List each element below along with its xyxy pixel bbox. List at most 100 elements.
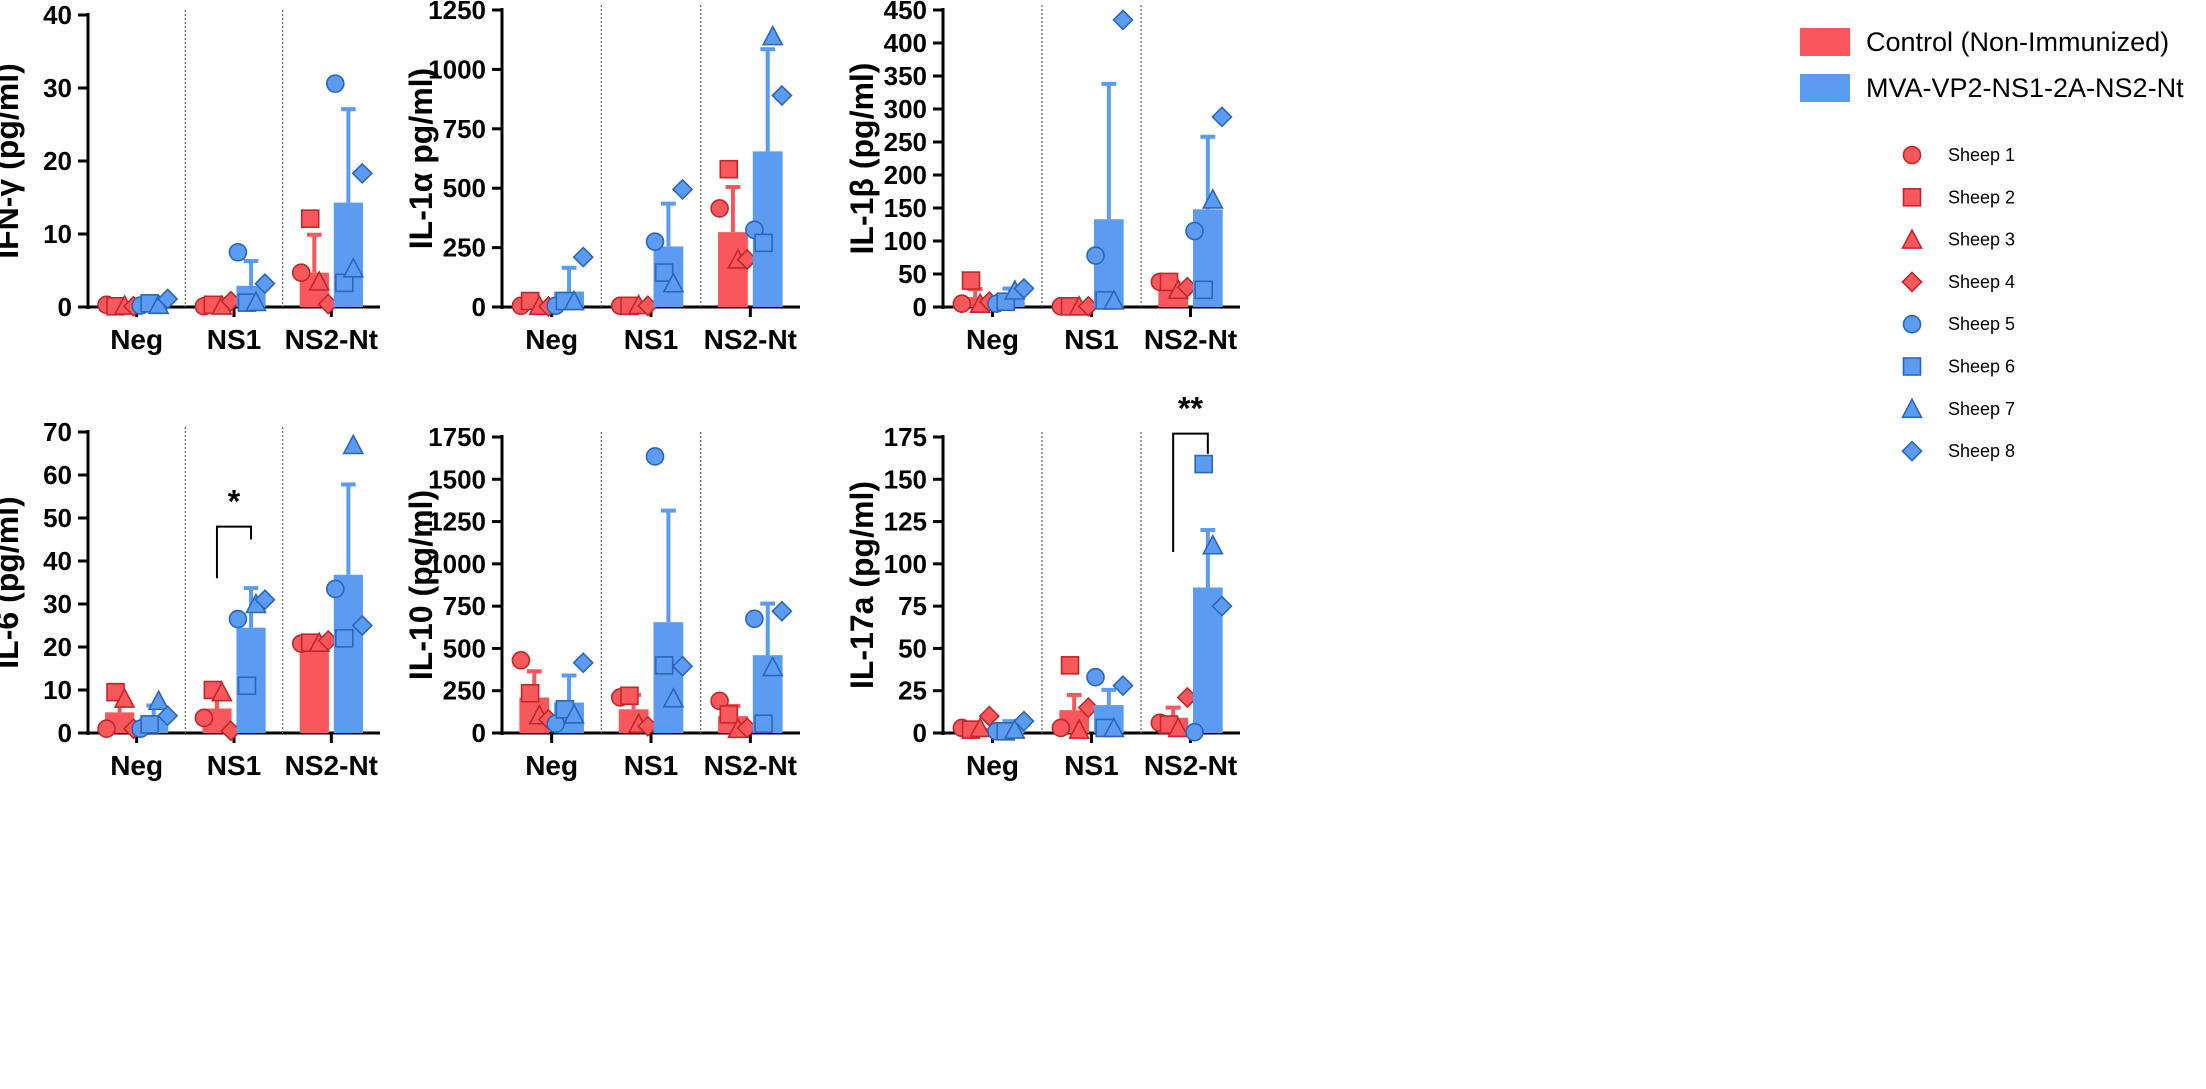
data-point-sheep-2: [300, 209, 320, 228]
y-tick-label: 500: [443, 173, 486, 203]
legend-group-label: MVA-VP2-NS1-2A-NS2-Nt: [1866, 73, 2184, 103]
data-point-sheep-8: [671, 655, 694, 677]
data-point-sheep-7: [563, 289, 585, 311]
data-point-sheep-5: [1086, 246, 1105, 265]
y-tick-label: 20: [43, 146, 72, 176]
x-tick-label: NS2-Nt: [704, 750, 797, 781]
data-point-sheep-6: [1194, 280, 1213, 300]
bar: [653, 622, 684, 733]
x-tick-label: NS1: [624, 324, 678, 355]
y-tick-label: 0: [58, 292, 72, 322]
data-point-sheep-8: [1112, 9, 1134, 31]
y-tick-label: 750: [443, 591, 486, 621]
y-tick-label: 10: [43, 219, 72, 249]
data-point-sheep-7: [1102, 289, 1125, 310]
data-point-sheep-3: [308, 270, 331, 291]
data-point-sheep-5: [745, 609, 764, 629]
data-point-sheep-5: [325, 74, 345, 93]
y-tick-label: 0: [913, 718, 927, 748]
y-tick-label: 450: [884, 0, 927, 25]
data-point-sheep-8: [351, 162, 373, 185]
legend-marker-sheep-7: [1901, 397, 1923, 419]
data-point-sheep-3: [1167, 716, 1189, 738]
data-point-sheep-5: [645, 232, 665, 251]
x-tick-label: NS1: [1064, 750, 1118, 781]
y-tick-label: 0: [58, 718, 72, 748]
legend-marker-sheep-2: [1902, 188, 1922, 207]
y-tick-label: 300: [884, 94, 927, 124]
legend-sheep-label: Sheep 8: [1948, 441, 2015, 461]
data-point-sheep-8: [1013, 710, 1035, 732]
data-point-sheep-8: [254, 273, 276, 295]
data-point-sheep-7: [1201, 188, 1224, 209]
y-tick-label: 250: [443, 676, 486, 706]
y-tick-label: 50: [898, 633, 927, 663]
y-tick-label: 250: [443, 233, 486, 263]
x-tick-label: NS2-Nt: [704, 324, 797, 355]
data-point-sheep-1: [710, 199, 729, 218]
significance-label: **: [1178, 391, 1203, 427]
bar: [299, 642, 329, 733]
data-point-sheep-3: [211, 680, 233, 702]
y-axis-label: IFN-γ (pg/ml): [0, 63, 25, 259]
y-tick-label: 0: [472, 292, 486, 322]
data-point-sheep-3: [113, 687, 136, 708]
data-point-sheep-5: [228, 242, 248, 262]
x-tick-label: Neg: [525, 324, 578, 355]
chart-panel-5: 0 250 500 750 1000 1250 1500 1750 IL-10 (pg/ml) N…: [403, 422, 800, 781]
data-point-sheep-7: [563, 703, 585, 724]
y-axis-label: IL-6 (pg/ml): [0, 496, 25, 668]
y-tick-label: 150: [884, 464, 927, 494]
data-point-sheep-8: [671, 178, 694, 201]
y-tick-label: 100: [884, 549, 927, 579]
legend-sheep-label: Sheep 7: [1948, 399, 2015, 419]
x-tick-label: NS1: [207, 750, 261, 781]
y-tick-label: 250: [884, 127, 927, 157]
y-tick-label: 175: [884, 422, 927, 452]
legend: Control (Non-Immunized) MVA-VP2-NS1-2A-NS…: [1800, 27, 2184, 462]
data-point-sheep-2: [620, 686, 639, 706]
data-point-sheep-5: [325, 579, 345, 599]
data-point-sheep-8: [156, 705, 179, 727]
data-point-sheep-8: [1211, 106, 1233, 128]
y-tick-label: 1250: [428, 0, 486, 25]
data-point-sheep-8: [1211, 595, 1233, 617]
x-tick-label: NS1: [207, 324, 261, 355]
legend-swatch: [1800, 28, 1850, 56]
legend-sheep-label: Sheep 1: [1948, 145, 2015, 165]
chart-panel-2: 0 250 500 750 1000 1250 IL-1α pg/ml) Neg NS1 NS2-…: [403, 0, 800, 355]
y-tick-label: 750: [443, 114, 486, 144]
y-tick-label: 40: [43, 546, 72, 576]
legend-sheep-label: Sheep 6: [1948, 357, 2015, 377]
data-point-sheep-5: [645, 447, 665, 466]
legend-marker-sheep-6: [1902, 357, 1922, 376]
y-tick-label: 50: [43, 503, 72, 533]
bar: [333, 574, 363, 733]
chart-panel-1: 0 10 20 30 40 IFN-γ (pg/ml) Neg NS1 NS2-Nt: [0, 0, 380, 355]
y-tick-label: 0: [472, 718, 486, 748]
data-point-sheep-8: [351, 614, 373, 637]
data-point-sheep-7: [761, 655, 784, 677]
y-tick-label: 150: [884, 193, 927, 223]
y-tick-label: 70: [43, 417, 72, 447]
y-tick-label: 10: [43, 675, 72, 705]
x-tick-label: Neg: [966, 750, 1019, 781]
data-point-sheep-6: [334, 629, 354, 648]
data-point-sheep-7: [147, 689, 170, 711]
significance-bracket: [215, 525, 253, 579]
x-tick-label: NS2-Nt: [285, 324, 378, 355]
data-point-sheep-7: [342, 257, 365, 278]
chart-panel-4: 0 10 20 30 40 50 60 70 IL-6 (pg/ml) Neg NS1 NS2-Nt *: [0, 417, 380, 781]
data-point-sheep-2: [1060, 656, 1080, 675]
bar: [718, 232, 748, 307]
data-point-sheep-7: [1003, 718, 1026, 739]
data-point-sheep-6: [140, 715, 159, 734]
data-point-sheep-4: [1077, 696, 1099, 719]
legend-marker-sheep-8: [1901, 440, 1923, 462]
y-tick-label: 500: [443, 633, 486, 663]
y-tick-label: 1000: [428, 54, 486, 84]
data-point-sheep-7: [662, 687, 685, 708]
data-point-sheep-7: [1102, 716, 1125, 738]
x-tick-label: Neg: [525, 750, 578, 781]
